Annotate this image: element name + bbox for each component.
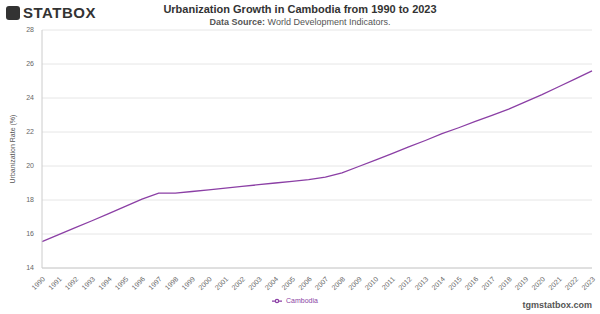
svg-text:2020: 2020: [530, 275, 546, 291]
svg-text:24: 24: [26, 94, 34, 101]
svg-text:2015: 2015: [447, 275, 463, 291]
svg-text:2008: 2008: [330, 275, 346, 291]
svg-text:2016: 2016: [464, 275, 480, 291]
svg-text:28: 28: [26, 26, 34, 33]
svg-text:2017: 2017: [480, 275, 496, 291]
svg-text:22: 22: [26, 128, 34, 135]
html-text:Cambodia: Cambodia: [286, 296, 318, 304]
svg-text:2011: 2011: [381, 275, 397, 291]
svg-text:2013: 2013: [414, 275, 430, 291]
svg-text:1997: 1997: [147, 275, 163, 291]
svg-text:2002: 2002: [230, 275, 246, 291]
svg-text:1994: 1994: [97, 275, 113, 291]
svg-text:2014: 2014: [430, 275, 446, 291]
svg-text:1999: 1999: [180, 275, 196, 291]
svg-text:16: 16: [26, 230, 34, 237]
html-text:STATBOX: STATBOX: [23, 4, 96, 21]
svg-text:1991: 1991: [47, 275, 63, 291]
svg-text:2012: 2012: [397, 275, 413, 291]
svg-text:20: 20: [26, 162, 34, 169]
svg-text:1992: 1992: [64, 275, 80, 291]
svg-text:2010: 2010: [364, 275, 380, 291]
svg-text:1995: 1995: [114, 275, 130, 291]
html-text:Urbanization Growth in Cambodi: Urbanization Growth in Cambodia from 199…: [163, 3, 437, 15]
svg-text:2004: 2004: [264, 275, 280, 291]
svg-text:2003: 2003: [247, 275, 263, 291]
svg-text:2022: 2022: [564, 275, 580, 291]
svg-text:2006: 2006: [297, 275, 313, 291]
svg-text:Urbanization Rate (%): Urbanization Rate (%): [9, 115, 17, 184]
svg-text:18: 18: [26, 196, 34, 203]
svg-text:2018: 2018: [497, 275, 513, 291]
svg-text:2005: 2005: [280, 275, 296, 291]
svg-text:2007: 2007: [314, 275, 330, 291]
svg-text:14: 14: [26, 264, 34, 271]
svg-text:2021: 2021: [547, 275, 563, 291]
svg-text:1998: 1998: [164, 275, 180, 291]
svg-text:26: 26: [26, 60, 34, 67]
svg-text:2000: 2000: [197, 275, 213, 291]
svg-text:2019: 2019: [514, 275, 530, 291]
svg-text:2009: 2009: [347, 275, 363, 291]
svg-text:2001: 2001: [214, 275, 230, 291]
svg-text:2023: 2023: [580, 275, 592, 291]
html-text:tgmstatbox.com: tgmstatbox.com: [522, 300, 592, 310]
svg-text:1996: 1996: [130, 275, 146, 291]
svg-text:1990: 1990: [30, 275, 46, 291]
svg-text:1993: 1993: [80, 275, 96, 291]
html-text:Data Source: World Development: Data Source: World Development Indicator…: [209, 17, 391, 27]
